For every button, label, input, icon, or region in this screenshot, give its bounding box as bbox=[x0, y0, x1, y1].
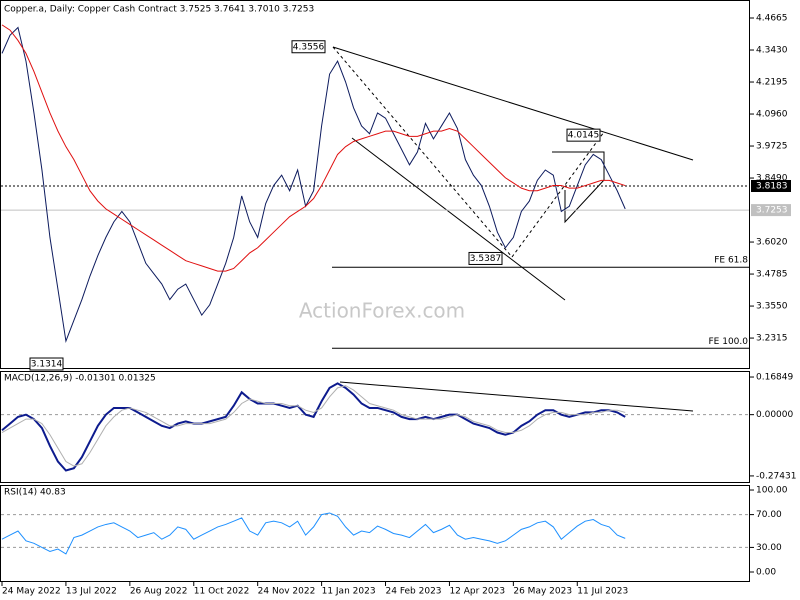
y-tick-label: 0.00000 bbox=[756, 410, 793, 420]
series-line bbox=[1, 382, 626, 472]
trendline bbox=[351, 137, 566, 301]
annotation-box bbox=[291, 40, 326, 54]
macd-pane bbox=[0, 371, 750, 483]
annotation-box bbox=[468, 251, 503, 265]
series-line bbox=[1, 385, 626, 467]
series-line bbox=[1, 24, 626, 272]
trendline bbox=[332, 46, 694, 161]
y-tick-label: 4.4665 bbox=[756, 14, 788, 24]
rsi-pane bbox=[0, 485, 750, 582]
series-line bbox=[1, 26, 626, 343]
x-tick-label: 11 Jul 2023 bbox=[577, 587, 628, 597]
x-tick-label: 13 Jul 2022 bbox=[66, 587, 117, 597]
fe-label: FE 61.8 bbox=[714, 256, 748, 266]
x-tick-label: 12 Apr 2023 bbox=[449, 587, 505, 597]
price-label: 3.7253 bbox=[756, 206, 788, 216]
y-tick-label: 4.3430 bbox=[756, 46, 788, 56]
x-tick-label: 11 Jan 2023 bbox=[322, 587, 376, 597]
y-tick-label: 3.6020 bbox=[756, 238, 788, 248]
y-tick-label: 3.2315 bbox=[756, 334, 788, 344]
annotation: 4.3556 bbox=[293, 42, 325, 52]
price-pane bbox=[0, 0, 750, 369]
series-line bbox=[1, 512, 626, 555]
rsi-title: RSI(14) 40.83 bbox=[4, 488, 66, 498]
annotation: 3.5387 bbox=[470, 254, 502, 264]
y-tick-label: -0.27431 bbox=[756, 471, 796, 481]
x-tick-label: 11 Oct 2022 bbox=[194, 587, 250, 597]
x-tick-label: 24 Feb 2023 bbox=[386, 587, 442, 597]
price-title: Copper.a, Daily: Copper Cash Contract 3.… bbox=[4, 5, 314, 15]
y-tick-label: 100.00 bbox=[756, 486, 788, 496]
y-tick-label: 70.00 bbox=[756, 510, 782, 520]
y-tick-label: 30.00 bbox=[756, 543, 782, 553]
y-tick-label: 3.9725 bbox=[756, 142, 788, 152]
y-tick-label: 0.16849 bbox=[756, 373, 793, 383]
y-tick-label: 4.0960 bbox=[756, 110, 788, 120]
y-tick-label: 0.00 bbox=[756, 567, 776, 577]
y-tick-label: 3.4785 bbox=[756, 270, 788, 280]
trendline bbox=[511, 131, 605, 258]
price-label-box bbox=[751, 179, 791, 192]
y-tick-label: 3.3550 bbox=[756, 302, 788, 312]
macd-title: MACD(12,26,9) -0.01301 0.01325 bbox=[4, 374, 156, 384]
trendline bbox=[339, 381, 694, 412]
price-label-box bbox=[751, 204, 791, 217]
annotation: 4.0145 bbox=[568, 131, 600, 141]
annotation-box bbox=[566, 128, 601, 142]
annotation: 3.1314 bbox=[31, 360, 63, 370]
price-label: 3.8183 bbox=[756, 181, 788, 191]
x-tick-label: 26 May 2023 bbox=[513, 587, 572, 597]
annotation-box bbox=[29, 357, 64, 371]
trendline bbox=[332, 46, 513, 258]
x-tick-label: 24 Nov 2022 bbox=[258, 587, 316, 597]
x-tick-label: 26 Aug 2022 bbox=[130, 587, 188, 597]
fe-label: FE 100.0 bbox=[709, 337, 749, 347]
y-tick-label: 4.2195 bbox=[756, 78, 788, 88]
x-tick-label: 24 May 2022 bbox=[2, 587, 61, 597]
y-tick-label: 3.8490 bbox=[756, 174, 788, 184]
watermark: ActionForex.com bbox=[299, 299, 465, 323]
